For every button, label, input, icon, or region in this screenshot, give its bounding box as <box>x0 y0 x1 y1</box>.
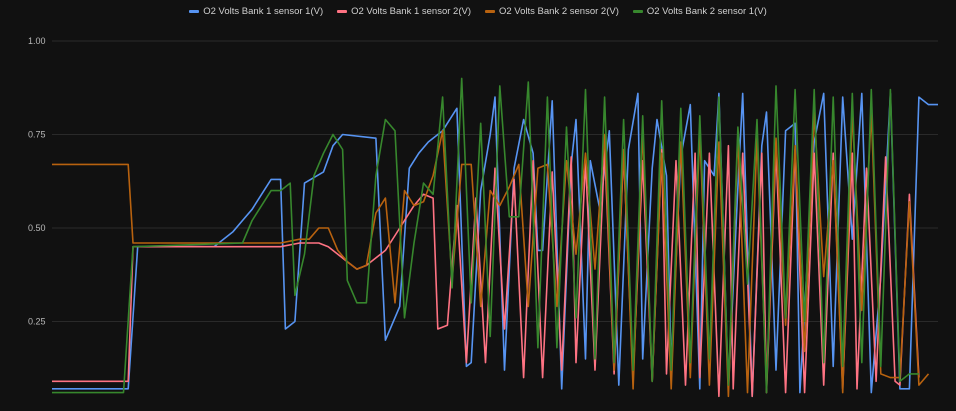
legend-label: O2 Volts Bank 2 sensor 1(V) <box>646 6 767 17</box>
series-line-4 <box>52 77 919 394</box>
legend-item[interactable]: O2 Volts Bank 2 sensor 1(V) <box>632 6 767 17</box>
legend-swatch <box>485 10 495 13</box>
y-tick-label: 0.75 <box>28 130 46 140</box>
legend-swatch <box>189 10 200 13</box>
legend-label: O2 Volts Bank 1 sensor 2(V) <box>351 6 471 17</box>
y-tick-label: 0.50 <box>28 223 46 233</box>
legend-swatch <box>632 10 643 13</box>
y-tick-label: 0.25 <box>28 317 46 327</box>
legend-swatch <box>337 10 348 13</box>
y-tick-label: 1.00 <box>28 36 46 46</box>
chart-legend: O2 Volts Bank 1 sensor 1(V) O2 Volts Bank… <box>0 6 956 17</box>
legend-label: O2 Volts Bank 1 sensor 1(V) <box>203 6 324 17</box>
legend-label: O2 Volts Bank 2 sensor 2(V) <box>499 6 619 17</box>
legend-item[interactable]: O2 Volts Bank 1 sensor 1(V) <box>189 6 323 17</box>
legend-item[interactable]: O2 Volts Bank 1 sensor 2(V) <box>337 6 471 17</box>
legend-item[interactable]: O2 Volts Bank 2 sensor 2(V) <box>485 6 619 17</box>
